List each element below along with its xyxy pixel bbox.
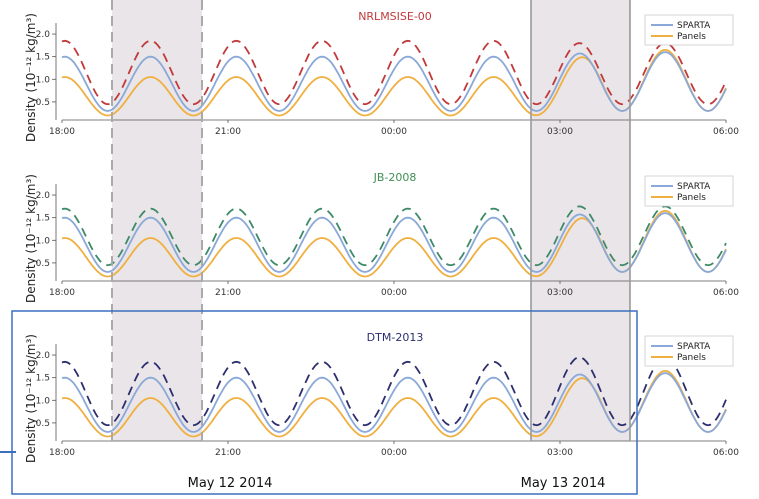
legend-label: Panels xyxy=(677,353,706,363)
x-tick-label: 00:00 xyxy=(381,127,407,137)
x-tick-label: 18:00 xyxy=(49,448,75,458)
y-tick-label: 1.0 xyxy=(36,396,51,406)
x-tick-label: 18:00 xyxy=(49,127,75,137)
x-tick-label: 03:00 xyxy=(547,288,573,298)
panel-title: DTM-2013 xyxy=(367,331,424,344)
y-tick-label: 1.5 xyxy=(36,214,50,224)
x-tick-label: 03:00 xyxy=(547,448,573,458)
x-tick-label: 21:00 xyxy=(215,127,241,137)
legend xyxy=(644,14,734,46)
region-outlines xyxy=(0,0,638,495)
x-tick-label: 03:00 xyxy=(547,127,573,137)
series-model-reference xyxy=(61,39,727,106)
legend-label: SPARTA xyxy=(677,21,711,31)
series-sparta xyxy=(61,212,727,273)
series-sparta xyxy=(61,372,727,433)
y-tick-label: 1.5 xyxy=(36,53,50,63)
x-tick-label: 06:00 xyxy=(713,127,739,137)
y-tick-label: 0.5 xyxy=(36,98,50,108)
shaded-band-2 xyxy=(531,0,630,441)
panel-3: 0.5 1.0 1.5 2.0 18:00 21:00 00:00 03:00 06:00 Den… xyxy=(24,331,739,463)
x-tick-label: 00:00 xyxy=(381,288,407,298)
y-tick-label: 1.0 xyxy=(36,75,51,85)
x-tick-label: 06:00 xyxy=(713,288,739,298)
legend-label: SPARTA xyxy=(677,182,711,192)
y-tick-label: 2.0 xyxy=(36,191,51,201)
shaded-regions xyxy=(112,0,630,441)
highlight-box xyxy=(11,310,638,495)
y-axis-label: Density (10⁻¹² kg/m³) xyxy=(24,13,38,142)
panel-title: NRLMSISE-00 xyxy=(358,10,432,23)
series-model-reference xyxy=(61,205,727,267)
legend-label: Panels xyxy=(677,32,706,42)
y-axis-label: Density (10⁻¹² kg/m³) xyxy=(24,334,38,463)
series-sparta xyxy=(61,51,727,112)
x-tick-label: 00:00 xyxy=(381,448,407,458)
y-tick-label: 1.5 xyxy=(36,374,50,384)
y-axis-label: Density (10⁻¹² kg/m³) xyxy=(24,174,38,303)
x-tick-label: 21:00 xyxy=(215,448,241,458)
y-tick-label: 2.0 xyxy=(36,351,51,361)
legend xyxy=(644,335,734,367)
y-tick-label: 0.5 xyxy=(36,259,50,269)
legend xyxy=(644,175,734,207)
x-tick-label: 18:00 xyxy=(49,288,75,298)
x-tick-label: 06:00 xyxy=(713,448,739,458)
series-model-reference xyxy=(61,356,727,427)
y-tick-label: 1.0 xyxy=(36,236,51,246)
panel-title: JB-2008 xyxy=(373,171,417,184)
y-tick-label: 0.5 xyxy=(36,419,50,429)
x-tick-label: 21:00 xyxy=(215,288,241,298)
date-label-may-12: May 12 2014 xyxy=(188,476,273,491)
legend-label: Panels xyxy=(677,193,706,203)
legend-label: SPARTA xyxy=(677,342,711,352)
date-label-may-13: May 13 2014 xyxy=(521,476,606,491)
panel-1: 0.5 1.0 1.5 2.0 18:00 21:00 00:00 03:00 06:00 Den… xyxy=(24,10,739,142)
panel-2: 0.5 1.0 1.5 2.0 18:00 21:00 00:00 03:00 06:00 Den… xyxy=(24,171,739,303)
y-tick-label: 2.0 xyxy=(36,30,51,40)
